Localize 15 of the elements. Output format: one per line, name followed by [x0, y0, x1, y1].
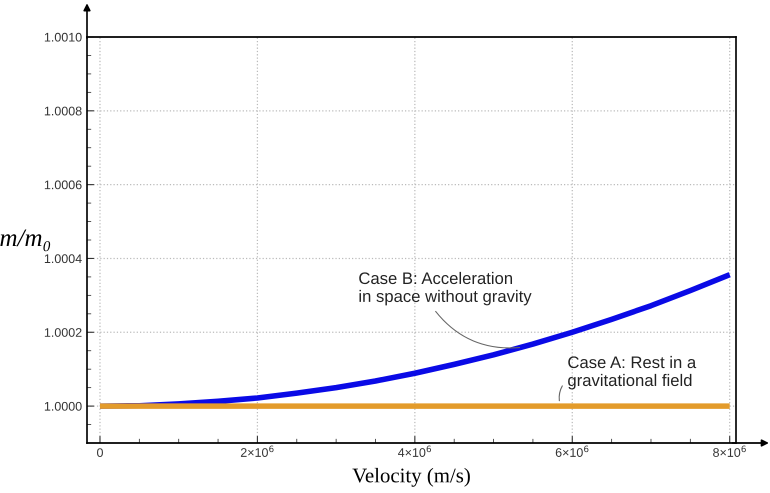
x-tick-label: 2×10$^{6}$ [240, 446, 274, 457]
x-tick-label: 8×10$^{6}$ [713, 446, 746, 457]
y-tick-label: 1.0002 [44, 328, 82, 337]
x-tick-label: 0 [97, 448, 103, 458]
x-tick-label: 6×10$^{6}$ [556, 446, 588, 457]
y-tick-label: 1.0004 [44, 254, 82, 264]
x-axis-title: Velocity (m/s) [352, 468, 470, 487]
annotation: Case B: Acceleration in space without gravity [359, 272, 532, 306]
x-tick-label: 4×10$^{6}$ [398, 446, 432, 457]
annotation: Case A: Rest in a gravitational field [568, 356, 696, 390]
y-axis-title: m/m₀ [0, 230, 50, 252]
y-tick-label: 1.0000 [44, 402, 82, 411]
y-tick-label: 1.0008 [44, 106, 82, 116]
y-tick-label: 1.0006 [44, 180, 82, 190]
y-tick-label: 1.0010 [44, 32, 82, 42]
